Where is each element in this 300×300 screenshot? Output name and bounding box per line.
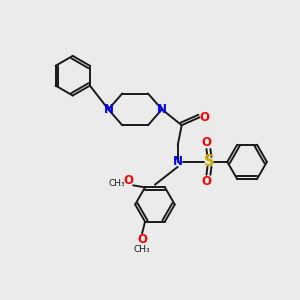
Text: O: O (137, 233, 147, 246)
Text: CH₃: CH₃ (109, 179, 126, 188)
Text: N: N (103, 103, 113, 116)
Text: S: S (204, 154, 215, 169)
Text: O: O (202, 136, 212, 148)
Text: O: O (202, 175, 212, 188)
Text: CH₃: CH₃ (134, 245, 150, 254)
Text: N: N (157, 103, 167, 116)
Text: O: O (200, 111, 209, 124)
Text: N: N (173, 155, 183, 168)
Text: O: O (123, 174, 133, 187)
